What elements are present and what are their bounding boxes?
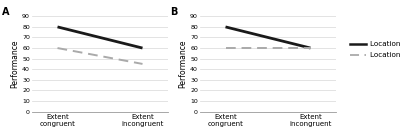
Text: B: B [170, 7, 178, 17]
Y-axis label: Performance: Performance [10, 40, 19, 88]
Text: A: A [2, 7, 10, 17]
Y-axis label: Performance: Performance [178, 40, 187, 88]
Legend: Location congruent, Location incongruent: Location congruent, Location incongruent [350, 41, 400, 58]
